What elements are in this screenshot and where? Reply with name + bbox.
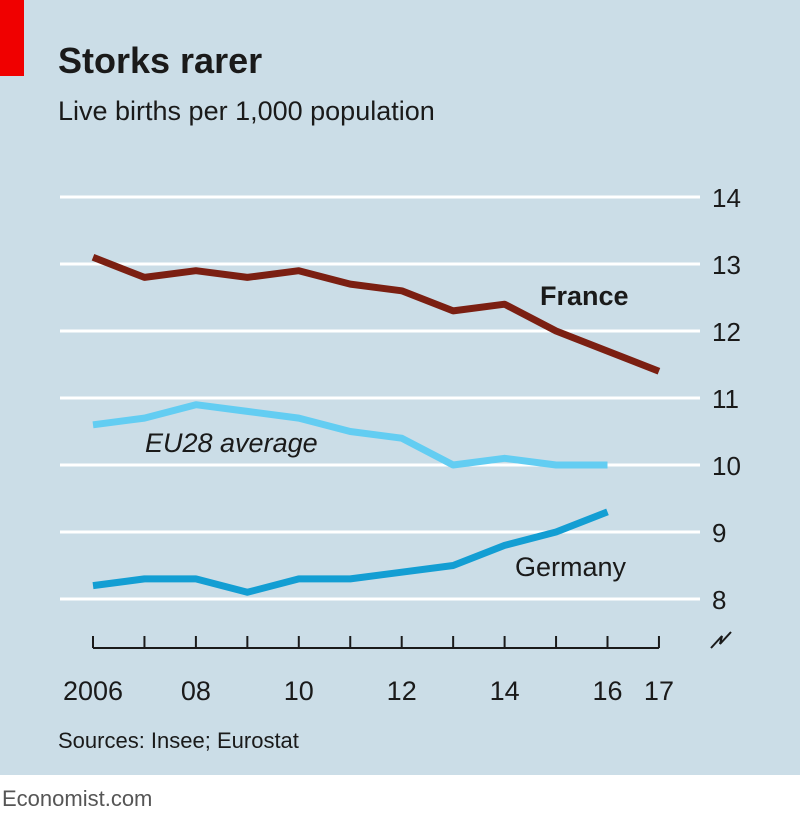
chart-title: Storks rarer	[58, 40, 263, 81]
series-line-france	[91, 254, 661, 375]
y-tick-label: 9	[712, 518, 726, 548]
y-tick-label: 10	[712, 451, 741, 481]
line-chart: 8 9 10 11 12 13 14 2006 08 10 12 14 16 17 France EU28 a…	[60, 183, 741, 706]
x-tick-label: 2006	[63, 676, 123, 706]
y-tick-label: 11	[712, 384, 739, 414]
chart-panel	[0, 0, 800, 775]
x-tick-label: 12	[387, 676, 417, 706]
series-label: EU28 average	[145, 428, 318, 458]
x-tick-label: 08	[181, 676, 211, 706]
source-note: Sources: Insee; Eurostat	[58, 728, 299, 753]
series-line-eu28-average	[92, 401, 608, 469]
axis-break-icon	[710, 631, 732, 649]
series-label: Germany	[515, 552, 627, 582]
x-tick-label: 10	[284, 676, 314, 706]
series-line-germany	[92, 508, 609, 596]
y-tick-label: 12	[712, 317, 741, 347]
y-tick-label: 13	[712, 250, 741, 280]
chart-subtitle: Live births per 1,000 population	[58, 96, 435, 126]
footer-credit: Economist.com	[2, 786, 153, 811]
y-tick-label: 14	[712, 183, 741, 213]
red-tag-logo	[0, 0, 24, 76]
series-label: France	[540, 281, 629, 311]
x-tick-label: 17	[644, 676, 674, 706]
y-tick-label: 8	[712, 585, 726, 615]
x-tick-label: 16	[592, 676, 622, 706]
x-tick-label: 14	[490, 676, 520, 706]
